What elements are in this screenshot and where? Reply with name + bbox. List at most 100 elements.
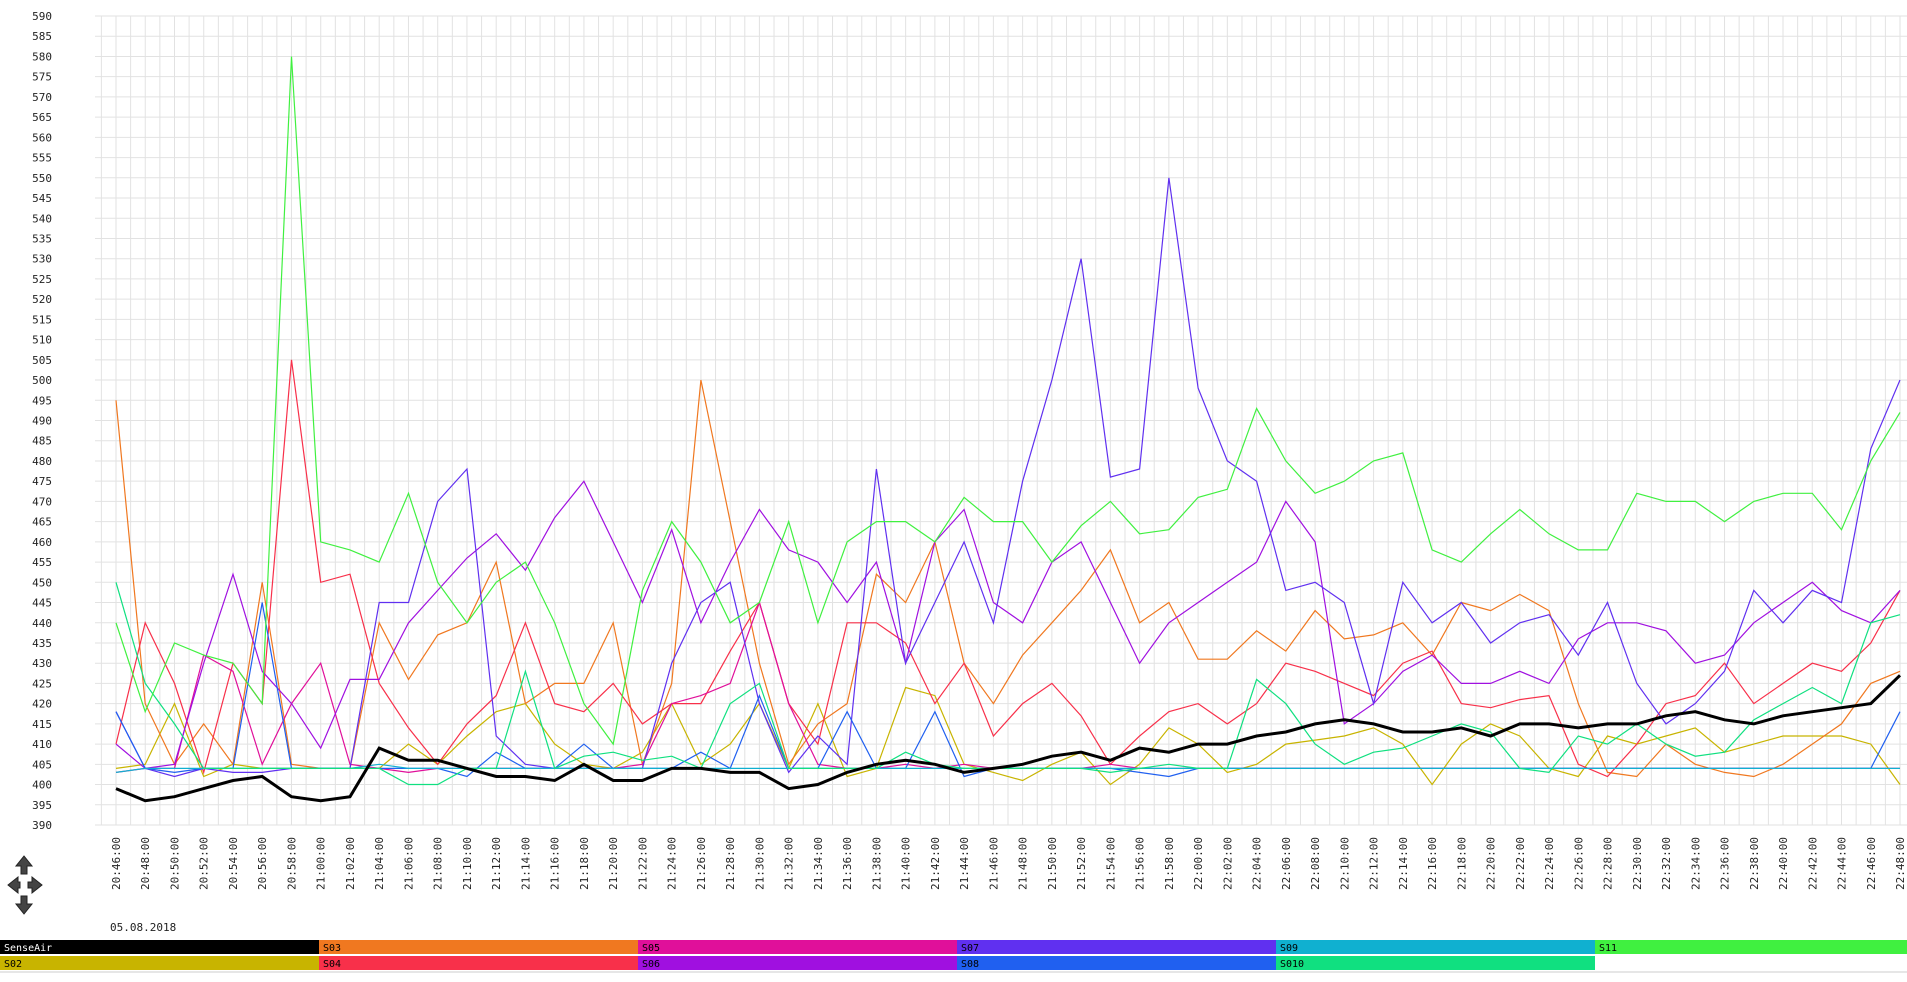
x-tick-label: 21:34:00	[812, 837, 825, 890]
x-tick-label: 21:02:00	[344, 837, 357, 890]
x-tick-label: 22:18:00	[1455, 837, 1468, 890]
y-tick-label: 590	[32, 10, 52, 23]
legend-label: S11	[1599, 943, 1617, 954]
legend-label: S03	[323, 943, 341, 954]
y-tick-label: 400	[32, 779, 52, 792]
legend-label: S04	[323, 959, 341, 970]
date-label: 05.08.2018	[110, 921, 176, 934]
x-tick-label: 22:16:00	[1426, 837, 1439, 890]
x-tick-label: 22:44:00	[1836, 837, 1849, 890]
legend-label: SenseAir	[4, 943, 52, 954]
y-tick-label: 465	[32, 516, 52, 529]
x-tick-label: 22:48:00	[1894, 837, 1907, 890]
y-tick-label: 495	[32, 394, 52, 407]
x-tick-label: 21:00:00	[315, 837, 328, 890]
x-tick-label: 20:58:00	[285, 837, 298, 890]
legend-swatch	[638, 940, 957, 954]
x-tick-label: 21:10:00	[461, 837, 474, 890]
y-tick-label: 515	[32, 313, 52, 326]
y-tick-label: 420	[32, 698, 52, 711]
y-tick-label: 475	[32, 475, 52, 488]
x-tick-label: 21:18:00	[578, 837, 591, 890]
y-tick-label: 415	[32, 718, 52, 731]
y-tick-label: 490	[32, 415, 52, 428]
legend-swatch	[638, 956, 957, 970]
series-line	[115, 480, 1901, 770]
arrow-right[interactable]	[27, 875, 43, 895]
y-tick-label: 505	[32, 354, 52, 367]
arrow-left[interactable]	[7, 875, 21, 895]
y-tick-label: 535	[32, 232, 52, 245]
x-tick-label: 21:08:00	[432, 837, 445, 890]
legend-swatch	[1595, 940, 1907, 954]
legend-label: S02	[4, 959, 22, 970]
x-tick-label: 22:36:00	[1719, 837, 1732, 890]
y-tick-label: 550	[32, 172, 52, 185]
x-tick-label: 22:38:00	[1748, 837, 1761, 890]
legend-swatch	[1276, 956, 1595, 970]
y-tick-label: 540	[32, 212, 52, 225]
y-tick-label: 425	[32, 677, 52, 690]
x-tick-label: 20:46:00	[110, 837, 123, 890]
y-tick-label: 460	[32, 536, 52, 549]
x-tick-label: 21:16:00	[549, 837, 562, 890]
y-tick-label: 480	[32, 455, 52, 468]
x-tick-label: 22:12:00	[1368, 837, 1381, 890]
y-tick-label: 545	[32, 192, 52, 205]
x-tick-label: 20:48:00	[139, 837, 152, 890]
y-tick-label: 435	[32, 637, 52, 650]
y-tick-label: 560	[32, 131, 52, 144]
y-tick-label: 585	[32, 30, 52, 43]
x-tick-label: 21:24:00	[666, 837, 679, 890]
y-tick-label: 410	[32, 738, 52, 751]
arrow-up[interactable]	[14, 855, 34, 875]
y-tick-label: 530	[32, 253, 52, 266]
y-tick-label: 580	[32, 50, 52, 63]
legend-swatch	[0, 956, 319, 970]
x-tick-label: 20:50:00	[168, 837, 181, 890]
x-tick-label: 22:30:00	[1631, 837, 1644, 890]
x-tick-label: 21:12:00	[490, 837, 503, 890]
x-tick-label: 22:00:00	[1192, 837, 1205, 890]
x-tick-label: 21:30:00	[753, 837, 766, 890]
x-tick-label: 21:40:00	[900, 837, 913, 890]
x-tick-label: 20:52:00	[198, 837, 211, 890]
x-tick-label: 22:34:00	[1689, 837, 1702, 890]
legend-swatch	[319, 940, 638, 954]
y-tick-label: 390	[32, 819, 52, 832]
x-tick-label: 22:14:00	[1397, 837, 1410, 890]
y-tick-label: 565	[32, 111, 52, 124]
x-tick-label: 22:04:00	[1251, 837, 1264, 890]
x-tick-label: 21:44:00	[958, 837, 971, 890]
y-tick-label: 570	[32, 91, 52, 104]
series-line	[115, 56, 1901, 746]
x-tick-label: 21:46:00	[987, 837, 1000, 890]
y-tick-label: 525	[32, 273, 52, 286]
x-tick-label: 22:28:00	[1602, 837, 1615, 890]
x-tick-label: 22:46:00	[1865, 837, 1878, 890]
y-tick-label: 575	[32, 71, 52, 84]
y-tick-label: 500	[32, 374, 52, 387]
x-tick-label: 21:32:00	[783, 837, 796, 890]
x-tick-label: 21:26:00	[695, 837, 708, 890]
y-tick-label: 520	[32, 293, 52, 306]
series-line	[115, 379, 1901, 778]
arrow-down[interactable]	[14, 895, 34, 915]
x-tick-label: 22:20:00	[1485, 837, 1498, 890]
series-line	[115, 177, 1901, 778]
y-tick-label: 455	[32, 556, 52, 569]
y-tick-label: 470	[32, 495, 52, 508]
legend-label: S09	[1280, 943, 1298, 954]
x-tick-label: 22:26:00	[1572, 837, 1585, 890]
legend-label: S05	[642, 943, 660, 954]
x-tick-label: 22:10:00	[1338, 837, 1351, 890]
series-line	[115, 674, 1902, 803]
x-tick-label: 21:04:00	[373, 837, 386, 890]
x-tick-label: 21:48:00	[1017, 837, 1030, 890]
legend-swatch	[1276, 940, 1595, 954]
nav-arrows[interactable]	[7, 855, 43, 915]
legend-swatch	[319, 956, 638, 970]
x-tick-label: 22:42:00	[1806, 837, 1819, 890]
x-tick-label: 21:56:00	[1134, 837, 1147, 890]
